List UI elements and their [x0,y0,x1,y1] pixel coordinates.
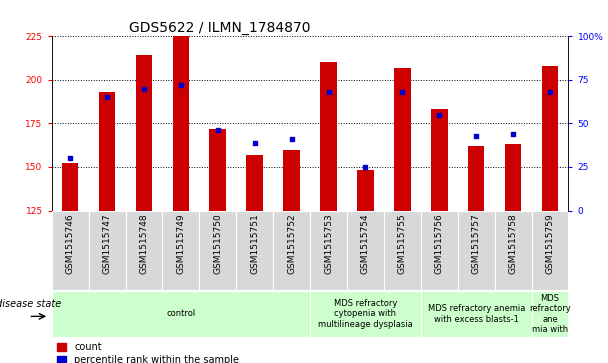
Bar [320,62,337,211]
Text: control: control [166,310,196,318]
Text: GSM1515746: GSM1515746 [66,213,75,274]
Point [65,155,75,161]
Bar [273,211,310,290]
Text: GSM1515757: GSM1515757 [472,213,481,274]
Bar [421,291,531,337]
Text: GSM1515750: GSM1515750 [213,213,223,274]
Text: GSM1515756: GSM1515756 [435,213,444,274]
Bar [52,211,89,290]
Bar [347,211,384,290]
Bar [246,155,263,211]
Bar [394,68,410,211]
Bar [62,163,78,211]
Point [213,127,223,133]
Bar [136,56,152,211]
Text: disease state: disease state [0,299,61,309]
Point [508,131,518,137]
Bar [162,211,199,290]
Text: GSM1515758: GSM1515758 [509,213,517,274]
Bar [505,144,522,211]
Bar [125,211,162,290]
Bar [52,291,310,337]
Text: GSM1515748: GSM1515748 [139,213,148,274]
Text: GSM1515755: GSM1515755 [398,213,407,274]
Point [139,86,149,91]
Bar [421,211,458,290]
Point [471,133,481,139]
Text: MDS refractory anemia
with excess blasts-1: MDS refractory anemia with excess blasts… [427,304,525,324]
Text: GSM1515751: GSM1515751 [250,213,259,274]
Bar [531,211,568,290]
Bar [283,150,300,211]
Bar [237,211,273,290]
Bar [384,211,421,290]
Point [176,82,186,88]
Point [398,89,407,95]
Bar [431,110,447,211]
Bar [199,211,237,290]
Bar [458,211,495,290]
Bar [357,171,374,211]
Text: GSM1515752: GSM1515752 [287,213,296,274]
Point [287,136,297,142]
Point [361,164,370,170]
Point [545,89,555,95]
Bar [531,291,568,337]
Text: GSM1515747: GSM1515747 [103,213,111,274]
Point [323,89,333,95]
Text: GSM1515759: GSM1515759 [545,213,554,274]
Bar [468,146,485,211]
Bar [542,66,558,211]
Point [434,112,444,118]
Bar [495,211,531,290]
Bar [173,36,189,211]
Legend: count, percentile rank within the sample: count, percentile rank within the sample [57,342,239,363]
Bar [310,211,347,290]
Text: GSM1515749: GSM1515749 [176,213,185,274]
Text: GSM1515753: GSM1515753 [324,213,333,274]
Bar [98,92,116,211]
Point [250,140,260,146]
Bar [210,129,226,211]
Text: MDS refractory
cytopenia with
multilineage dysplasia: MDS refractory cytopenia with multilinea… [318,299,413,329]
Text: GDS5622 / ILMN_1784870: GDS5622 / ILMN_1784870 [129,21,311,35]
Bar [89,211,125,290]
Point [102,94,112,100]
Bar [310,291,421,337]
Text: GSM1515754: GSM1515754 [361,213,370,274]
Text: MDS
refractory
ane
mia with: MDS refractory ane mia with [529,294,571,334]
